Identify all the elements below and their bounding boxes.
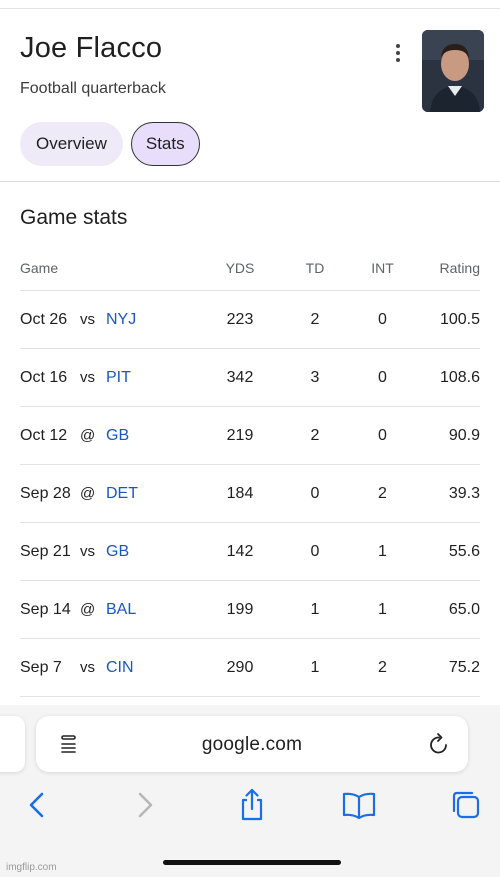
td-cell: 2: [270, 290, 360, 349]
yds-cell: 219: [210, 406, 270, 465]
opponent-link[interactable]: PIT: [106, 368, 131, 386]
more-vert-icon[interactable]: [392, 40, 404, 66]
table-row: Sep 21 vs GB 142 0 1 55.6: [20, 522, 480, 581]
opponent-link[interactable]: NYJ: [106, 310, 137, 328]
game-cell: Sep 14 @ BAL: [20, 580, 210, 639]
column-header-game: Game: [20, 245, 210, 291]
rating-cell: 55.6: [405, 522, 480, 581]
column-header-td: TD: [270, 245, 360, 291]
td-cell: 1: [270, 580, 360, 639]
td-cell: 2: [270, 406, 360, 465]
game-cell: Oct 26 vs NYJ: [20, 290, 210, 349]
bookmarks-icon[interactable]: [341, 787, 377, 823]
game-stats-table: Game YDS TD INT Rating Oct 26 vs NYJ 223 2…: [20, 245, 480, 697]
address-bar[interactable]: google.com: [36, 716, 468, 772]
section-divider: [0, 181, 500, 182]
table-row: Oct 12 @ GB 219 2 0 90.9: [20, 406, 480, 465]
game-cell: Sep 21 vs GB: [20, 522, 210, 581]
int-cell: 2: [360, 638, 405, 697]
panel-tabs: Overview Stats: [20, 122, 200, 166]
game-date: Sep 7: [20, 658, 62, 676]
int-cell: 1: [360, 580, 405, 639]
game-cell: Oct 12 @ GB: [20, 406, 210, 465]
opponent-link[interactable]: BAL: [106, 600, 137, 618]
table-row: Oct 26 vs NYJ 223 2 0 100.5: [20, 290, 480, 349]
rating-cell: 108.6: [405, 348, 480, 407]
int-cell: 0: [360, 406, 405, 465]
reload-icon[interactable]: [428, 732, 450, 756]
game-cell: Oct 16 vs PIT: [20, 348, 210, 407]
int-cell: 1: [360, 522, 405, 581]
int-cell: 0: [360, 290, 405, 349]
int-cell: 0: [360, 348, 405, 407]
td-cell: 3: [270, 348, 360, 407]
player-subtitle: Football quarterback: [20, 80, 166, 97]
back-icon[interactable]: [19, 787, 55, 823]
rating-cell: 75.2: [405, 638, 480, 697]
rating-cell: 65.0: [405, 580, 480, 639]
yds-cell: 342: [210, 348, 270, 407]
share-icon[interactable]: [234, 787, 270, 823]
game-cell: Sep 7 vs CIN: [20, 638, 210, 697]
yds-cell: 290: [210, 638, 270, 697]
column-header-int: INT: [360, 245, 405, 291]
game-date: Oct 26: [20, 310, 68, 328]
game-date: Oct 12: [20, 426, 68, 444]
int-cell: 2: [360, 464, 405, 523]
top-divider: [0, 8, 500, 9]
tab-stats[interactable]: Stats: [130, 122, 200, 166]
table-row: Sep 14 @ BAL 199 1 1 65.0: [20, 580, 480, 639]
tab-overview[interactable]: Overview: [20, 122, 123, 166]
previous-tab-card[interactable]: [0, 716, 25, 772]
rating-cell: 90.9: [405, 406, 480, 465]
game-location: @: [80, 426, 96, 444]
game-date: Sep 28: [20, 484, 71, 502]
forward-icon[interactable]: [127, 787, 163, 823]
game-location: vs: [80, 542, 95, 560]
column-header-rating: Rating: [405, 245, 480, 291]
home-indicator: [163, 860, 341, 865]
game-location: vs: [80, 368, 95, 386]
game-cell: Sep 28 @ DET: [20, 464, 210, 523]
td-cell: 0: [270, 522, 360, 581]
yds-cell: 223: [210, 290, 270, 349]
yds-cell: 199: [210, 580, 270, 639]
table-row: Sep 28 @ DET 184 0 2 39.3: [20, 464, 480, 523]
yds-cell: 142: [210, 522, 270, 581]
game-stats-title: Game stats: [20, 206, 128, 229]
game-date: Sep 21: [20, 542, 71, 560]
table-row: Sep 7 vs CIN 290 1 2 75.2: [20, 638, 480, 697]
opponent-link[interactable]: GB: [106, 426, 130, 444]
opponent-link[interactable]: CIN: [106, 658, 134, 676]
game-location: @: [80, 600, 96, 618]
player-name: Joe Flacco: [20, 32, 163, 64]
opponent-link[interactable]: GB: [106, 542, 130, 560]
yds-cell: 184: [210, 464, 270, 523]
game-location: @: [80, 484, 96, 502]
td-cell: 0: [270, 464, 360, 523]
rating-cell: 100.5: [405, 290, 480, 349]
rating-cell: 39.3: [405, 464, 480, 523]
watermark-text: imgflip.com: [6, 862, 57, 873]
player-photo[interactable]: [422, 30, 484, 112]
game-date: Sep 14: [20, 600, 71, 618]
tabs-icon[interactable]: [448, 787, 484, 823]
table-row: Oct 16 vs PIT 342 3 0 108.6: [20, 348, 480, 407]
td-cell: 1: [270, 638, 360, 697]
reader-icon[interactable]: [58, 733, 80, 755]
opponent-link[interactable]: DET: [106, 484, 138, 502]
game-location: vs: [80, 310, 95, 328]
url-text: google.com: [201, 734, 303, 755]
table-header-row: Game YDS TD INT Rating: [20, 245, 480, 291]
column-header-yds: YDS: [210, 245, 270, 291]
game-location: vs: [80, 658, 95, 676]
game-date: Oct 16: [20, 368, 68, 386]
